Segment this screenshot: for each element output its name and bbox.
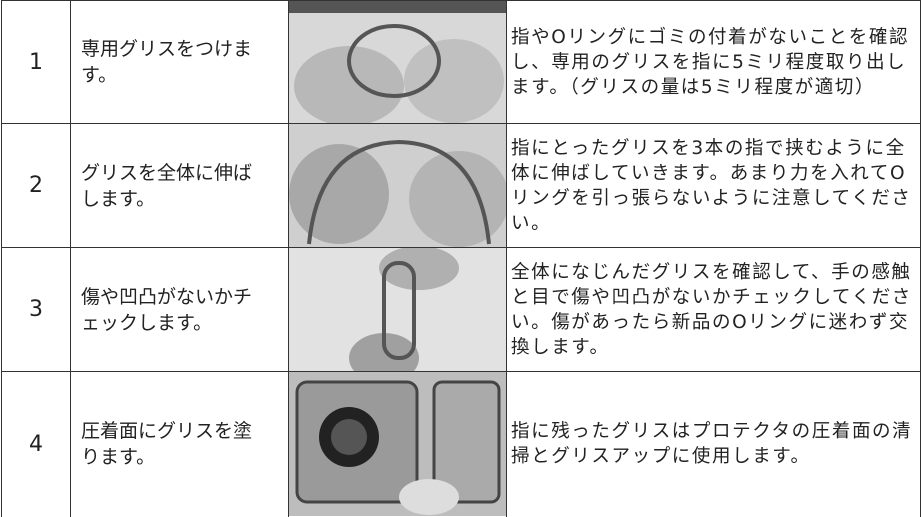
step-description: 全体になじんだグリスを確認して、手の感触と目で傷や凹凸がないかチェックしてくださ… <box>506 247 921 372</box>
step-description: 指やOリングにゴミの付着がないことを確認し、専用のグリスを指に5ミリ程度取り出し… <box>506 0 921 124</box>
step-number: 3 <box>1 247 71 372</box>
step-row: 1 専用グリスをつけます。 指やOリングにゴミの付着がないことを確認し、専用のグ… <box>1 0 921 124</box>
step-photo <box>288 247 507 372</box>
photo <box>289 1 506 123</box>
photo <box>289 124 506 247</box>
step-description: 指に残ったグリスはプロテクタの圧着面の清掃とグリスアップに使用します。 <box>506 371 921 517</box>
step-description: 指にとったグリスを3本の指で挟むように全体に伸ばしていきます。あまり力を入れてO… <box>506 123 921 248</box>
step-number: 4 <box>1 371 71 517</box>
step-title: 傷や凹凸がないかチェックします。 <box>70 247 289 372</box>
step-row: 2 グリスを全体に伸ばします。 指にとったグリスを3本の指で挟むように全体に伸ば… <box>1 123 921 248</box>
step-title: 圧着面にグリスを塗ります。 <box>70 371 289 517</box>
photo <box>289 372 506 517</box>
photo <box>289 248 506 371</box>
step-row: 3 傷や凹凸がないかチェックします。 全体になじんだグリスを確認して、手の感触と… <box>1 247 921 372</box>
step-number: 2 <box>1 123 71 248</box>
step-photo <box>288 371 507 517</box>
step-row: 4 圧着面にグリスを塗ります。 指に残ったグリスはプロテクタの圧着面の清掃とグリ… <box>1 371 921 517</box>
step-number: 1 <box>1 0 71 124</box>
step-title: 専用グリスをつけます。 <box>70 0 289 124</box>
step-title: グリスを全体に伸ばします。 <box>70 123 289 248</box>
step-photo <box>288 123 507 248</box>
step-photo <box>288 0 507 124</box>
